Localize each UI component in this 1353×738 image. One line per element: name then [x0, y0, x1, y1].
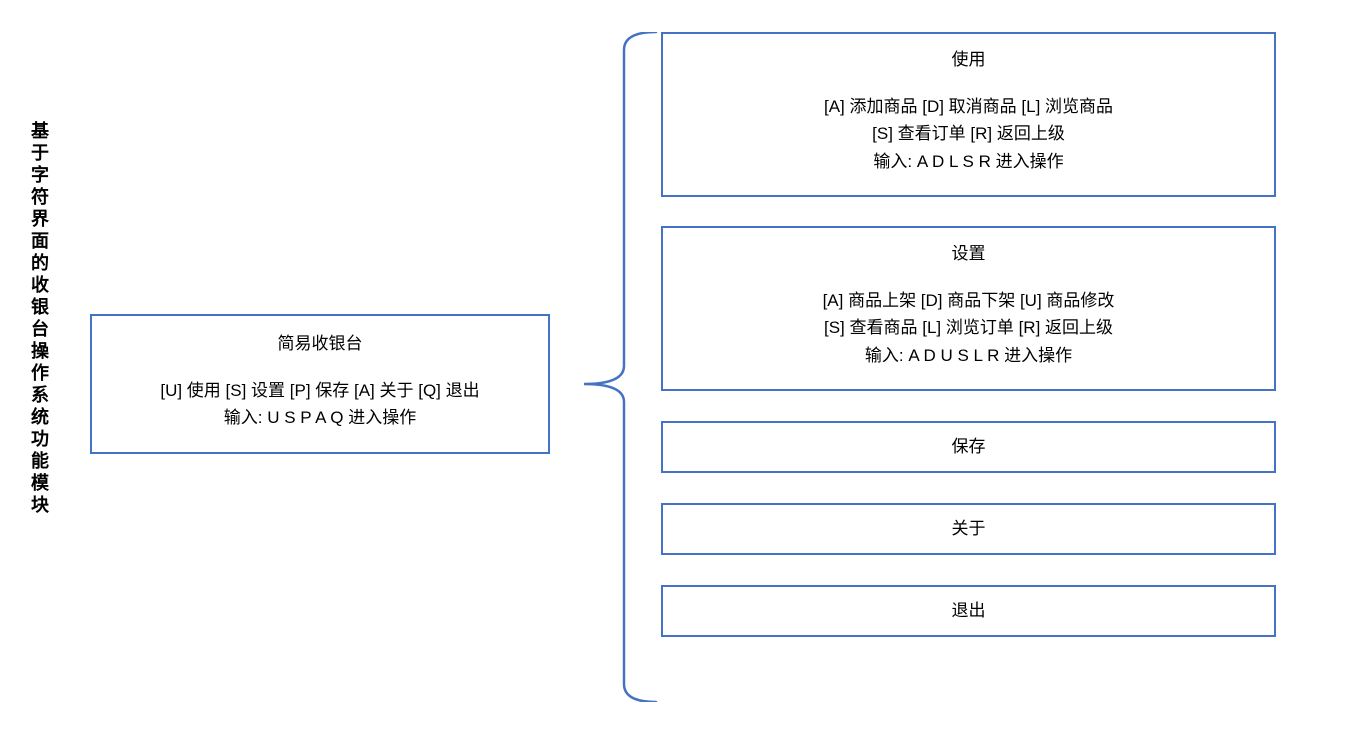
right-box-save: 保存 — [661, 421, 1276, 473]
main-box: 简易收银台 [U] 使用 [S] 设置 [P] 保存 [A] 关于 [Q] 退出… — [90, 314, 550, 454]
diagram-vertical-title: 基于字符界面的收银台操作系统功能模块 — [30, 120, 50, 516]
main-box-title: 简易收银台 — [102, 330, 538, 357]
right-box-exit-title: 退出 — [673, 597, 1264, 624]
right-box-use-title: 使用 — [673, 46, 1264, 73]
right-box-settings-line1: [A] 商品上架 [D] 商品下架 [U] 商品修改 — [673, 287, 1264, 314]
right-box-use: 使用 [A] 添加商品 [D] 取消商品 [L] 浏览商品 [S] 查看订单 [… — [661, 32, 1276, 197]
main-box-line2: 输入: U S P A Q 进入操作 — [102, 404, 538, 431]
right-box-settings-line3: 输入: A D U S L R 进入操作 — [673, 342, 1264, 369]
right-box-use-line3: 输入: A D L S R 进入操作 — [673, 148, 1264, 175]
brace-icon — [580, 32, 660, 702]
right-box-settings-line2: [S] 查看商品 [L] 浏览订单 [R] 返回上级 — [673, 314, 1264, 341]
right-box-about: 关于 — [661, 503, 1276, 555]
right-box-settings: 设置 [A] 商品上架 [D] 商品下架 [U] 商品修改 [S] 查看商品 [… — [661, 226, 1276, 391]
right-box-about-title: 关于 — [673, 515, 1264, 542]
right-box-use-line1: [A] 添加商品 [D] 取消商品 [L] 浏览商品 — [673, 93, 1264, 120]
right-box-use-line2: [S] 查看订单 [R] 返回上级 — [673, 120, 1264, 147]
right-box-save-title: 保存 — [673, 433, 1264, 460]
main-box-line1: [U] 使用 [S] 设置 [P] 保存 [A] 关于 [Q] 退出 — [102, 377, 538, 404]
right-box-exit: 退出 — [661, 585, 1276, 637]
right-box-settings-title: 设置 — [673, 240, 1264, 267]
